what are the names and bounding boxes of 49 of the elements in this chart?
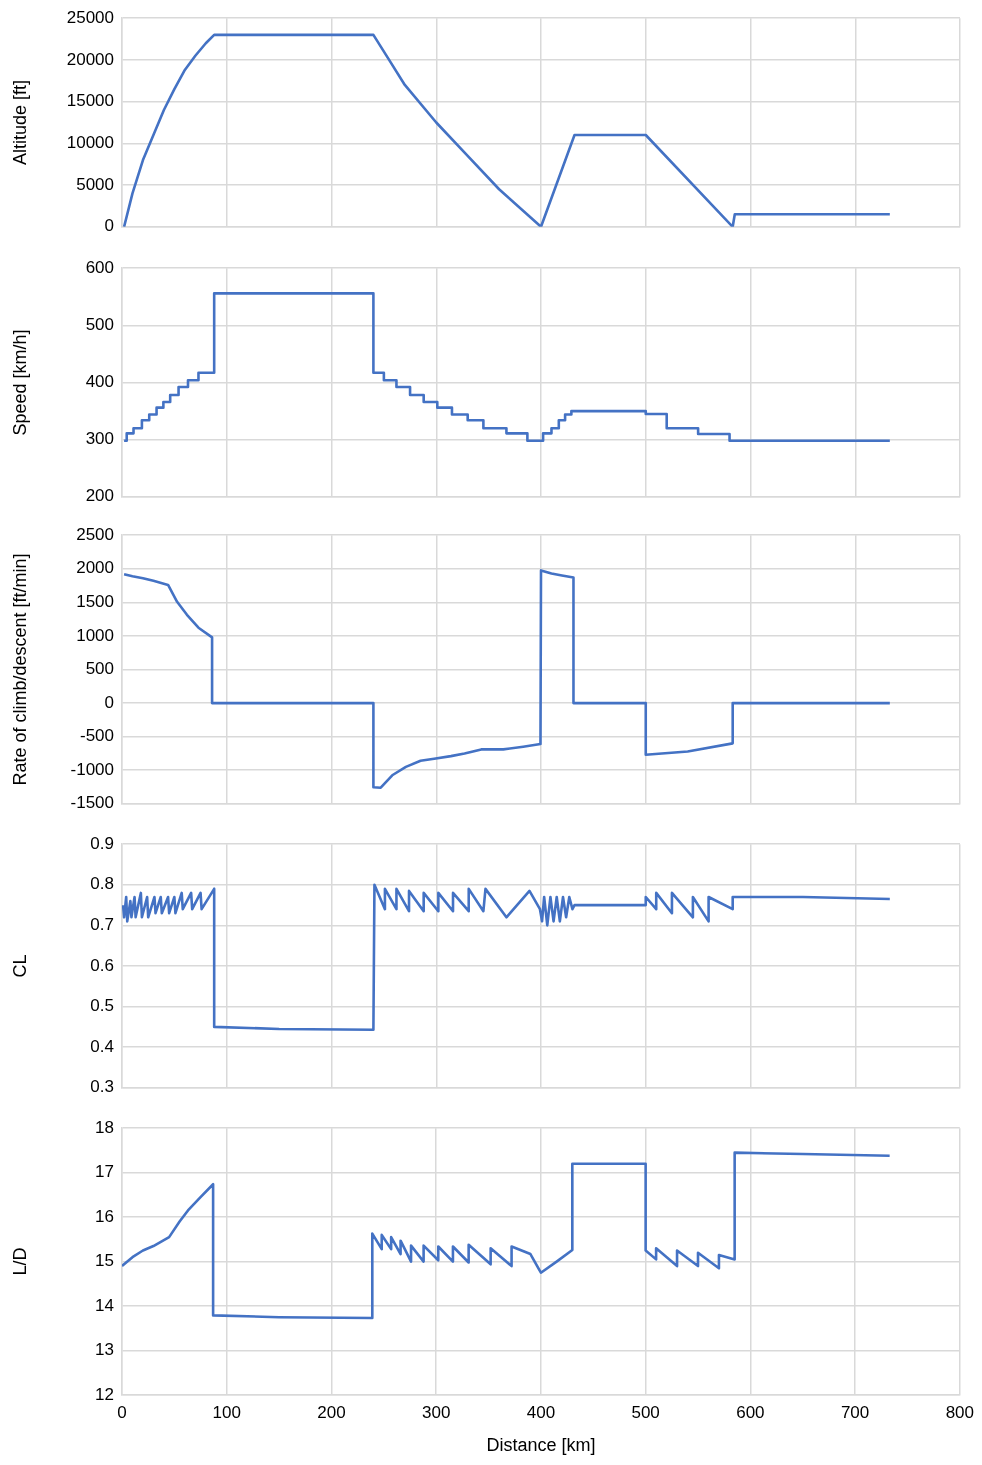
y-tick-label: 600 (85, 257, 114, 277)
y-axis-title: Rate of climb/descent [ft/min] (9, 553, 30, 786)
y-tick-label: 300 (85, 429, 114, 449)
y-tick-label: 15 (95, 1251, 114, 1271)
y-tick-label: 1500 (76, 592, 114, 612)
y-tick-label: 5000 (76, 174, 114, 194)
y-tick-label: 13 (95, 1340, 114, 1360)
y-tick-label: 18 (95, 1117, 114, 1137)
y-tick-label: 25000 (66, 7, 114, 27)
y-tick-label: 2000 (76, 558, 114, 578)
x-axis-title: Distance [km] (486, 1435, 596, 1456)
y-tick-label: 16 (95, 1206, 114, 1226)
y-tick-label: -1500 (70, 793, 114, 813)
y-tick-label: 0 (104, 692, 114, 712)
y-tick-label: 1000 (76, 625, 114, 645)
x-tick-label: 500 (631, 1402, 660, 1422)
y-tick-label: 500 (85, 315, 114, 335)
y-tick-label: 20000 (66, 49, 114, 69)
x-tick-label: 400 (526, 1402, 556, 1422)
x-tick-label: 600 (736, 1402, 765, 1422)
x-tick-label: 800 (945, 1402, 975, 1422)
y-tick-label: 0.4 (90, 1036, 114, 1056)
y-tick-label: 10000 (66, 133, 114, 153)
x-tick-label: 300 (421, 1402, 451, 1422)
y-tick-label: 15000 (66, 91, 114, 111)
y-tick-label: 2500 (76, 524, 114, 544)
y-tick-label: 17 (95, 1162, 114, 1182)
y-tick-label: 0 (104, 216, 114, 236)
x-tick-label: 100 (212, 1402, 241, 1422)
y-tick-label: 0.7 (90, 915, 114, 935)
y-tick-label: 400 (85, 372, 114, 392)
y-tick-label: 0.3 (90, 1077, 114, 1097)
y-tick-label: 200 (85, 486, 114, 506)
y-axis-title: L/D (9, 1247, 30, 1276)
y-tick-label: -500 (79, 726, 114, 746)
y-axis-title: CL (9, 954, 30, 978)
y-tick-label: 0.9 (90, 833, 114, 853)
y-tick-label: 12 (95, 1384, 114, 1404)
y-tick-label: 0.6 (90, 955, 114, 975)
y-tick-label: -1000 (70, 759, 114, 779)
y-tick-label: 0.8 (90, 874, 114, 894)
y-tick-label: 0.5 (90, 996, 114, 1016)
x-tick-label: 700 (840, 1402, 870, 1422)
y-tick-label: 500 (85, 659, 114, 679)
y-tick-label: 14 (95, 1295, 114, 1315)
y-axis-title: Altitude [ft] (9, 79, 30, 166)
x-tick-label: 0 (117, 1402, 127, 1422)
y-axis-title: Speed [km/h] (9, 329, 30, 436)
x-tick-label: 200 (317, 1402, 346, 1422)
